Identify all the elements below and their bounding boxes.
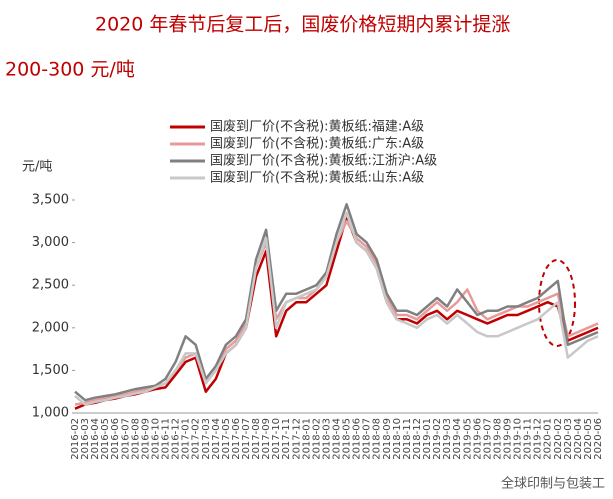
x-tick-label: 2016-04 <box>90 418 101 460</box>
x-tick-label: 2016-08 <box>130 418 141 460</box>
x-tick-label: 2016-05 <box>100 418 111 460</box>
x-tick-label: 2017-05 <box>221 418 232 460</box>
y-tick-label: 3,500 <box>32 193 69 208</box>
x-tick-label: 2019-07 <box>482 418 493 460</box>
legend-label: 国废到厂价(不含税):黄板纸:山东:A级 <box>210 170 424 186</box>
x-tick-label: 2018-05 <box>342 418 353 460</box>
y-tick-label: 2,500 <box>32 278 69 293</box>
x-tick-label: 2019-01 <box>422 418 433 460</box>
legend-label: 国废到厂价(不含税):黄板纸:广东:A级 <box>210 136 424 152</box>
y-axis-label: 元/吨 <box>22 160 52 175</box>
x-tick-label: 2018-04 <box>332 418 343 460</box>
y-tick-label: 2,000 <box>32 320 69 335</box>
series-line <box>74 203 599 402</box>
x-tick-label: 2017-12 <box>291 418 302 460</box>
series-line <box>74 215 599 410</box>
legend-label: 国废到厂价(不含税):黄板纸:江浙沪:A级 <box>210 153 437 169</box>
x-tick-label: 2018-03 <box>321 418 332 460</box>
x-tick-label: 2020-05 <box>583 418 594 460</box>
x-tick-label: 2019-02 <box>432 418 443 460</box>
x-tick-label: 2018-10 <box>392 418 403 460</box>
y-tick-label: 1,000 <box>32 406 69 421</box>
x-tick-label: 2018-01 <box>301 418 312 460</box>
series-line <box>74 211 599 406</box>
x-tick-label: 2019-06 <box>472 418 483 460</box>
x-tick-label: 2019-08 <box>492 418 503 460</box>
x-tick-label: 2019-11 <box>523 418 534 460</box>
x-tick-label: 2016-03 <box>80 418 91 460</box>
x-tick-label: 2017-02 <box>191 418 202 460</box>
chart-subtitle: 200-300 元/吨 <box>5 59 135 81</box>
x-tick-label: 2017-07 <box>241 418 252 460</box>
x-tick-label: 2018-02 <box>311 418 322 460</box>
x-tick-label: 2016-10 <box>150 418 161 460</box>
x-tick-label: 2016-07 <box>120 418 131 460</box>
x-tick-label: 2017-11 <box>281 418 292 460</box>
x-tick-label: 2018-06 <box>352 418 363 460</box>
x-tick-label: 2017-08 <box>251 418 262 460</box>
watermark: 全球印制与包装工 <box>501 476 605 492</box>
x-tick-label: 2019-09 <box>502 418 513 460</box>
x-tick-label: 2016-11 <box>161 418 172 460</box>
x-tick-label: 2018-07 <box>362 418 373 460</box>
x-tick-label: 2018-09 <box>382 418 393 460</box>
x-tick-label: 2018-12 <box>412 418 423 460</box>
x-tick-label: 2020-03 <box>563 418 574 460</box>
x-tick-label: 2020-02 <box>553 418 564 460</box>
x-tick-label: 2018-08 <box>372 418 383 460</box>
x-tick-label: 2020-04 <box>573 418 584 460</box>
x-tick-label: 2019-05 <box>462 418 473 460</box>
x-tick-label: 2017-03 <box>201 418 212 460</box>
x-tick-label: 2019-04 <box>452 418 463 460</box>
x-tick-label: 2018-11 <box>402 418 413 460</box>
x-tick-label: 2016-12 <box>171 418 182 460</box>
x-tick-label: 2017-01 <box>181 418 192 460</box>
x-tick-label: 2019-03 <box>442 418 453 460</box>
y-tick-label: 3,000 <box>32 235 69 250</box>
x-tick-label: 2017-04 <box>211 418 222 460</box>
x-tick-label: 2020-06 <box>593 418 604 460</box>
x-tick-label: 2017-10 <box>271 418 282 460</box>
x-tick-label: 2016-09 <box>140 418 151 460</box>
x-tick-label: 2017-06 <box>231 418 242 460</box>
chart-title: 2020 年春节后复工后，国废价格短期内累计提涨 <box>95 14 510 36</box>
x-tick-label: 2017-09 <box>261 418 272 460</box>
x-tick-label: 2019-12 <box>533 418 544 460</box>
legend-label: 国废到厂价(不含税):黄板纸:福建:A级 <box>210 119 424 135</box>
x-tick-label: 2016-02 <box>70 418 81 460</box>
x-tick-label: 2019-10 <box>513 418 524 460</box>
y-tick-label: 1,500 <box>32 363 69 378</box>
x-tick-label: 2016-06 <box>110 418 121 460</box>
x-tick-label: 2020-01 <box>543 418 554 460</box>
